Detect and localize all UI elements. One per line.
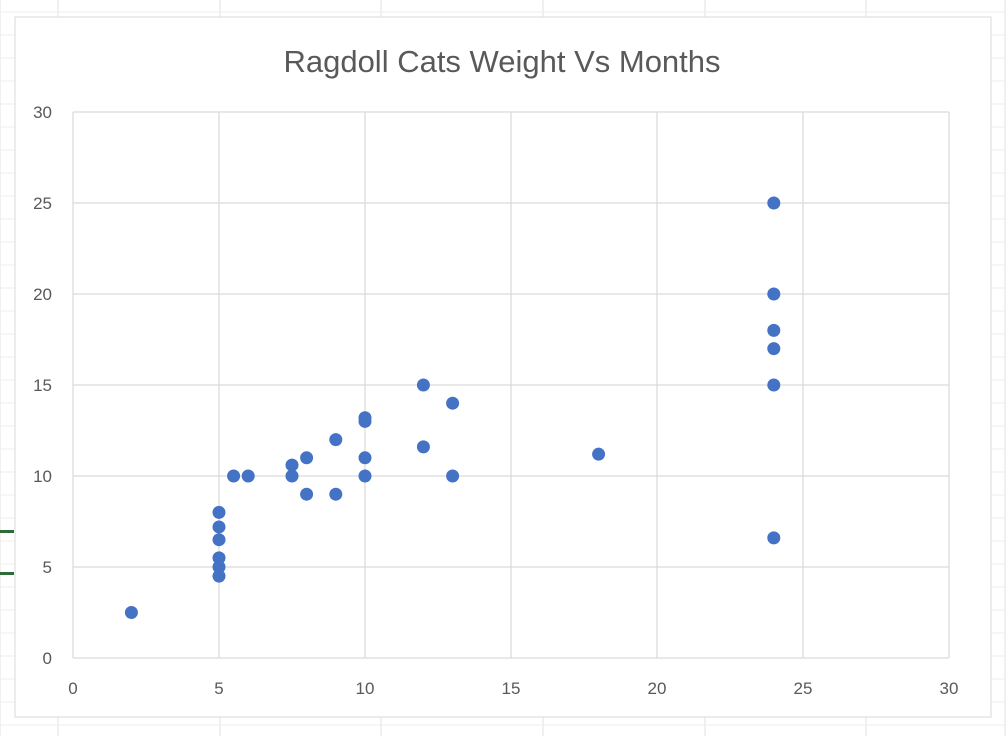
data-point[interactable] bbox=[358, 411, 372, 425]
x-tick-label: 5 bbox=[214, 679, 223, 698]
data-point[interactable] bbox=[285, 458, 299, 472]
y-tick-label: 20 bbox=[33, 285, 52, 304]
x-tick-label: 0 bbox=[68, 679, 77, 698]
data-point[interactable] bbox=[358, 469, 372, 483]
data-point[interactable] bbox=[212, 533, 226, 547]
data-point[interactable] bbox=[446, 469, 460, 483]
data-point[interactable] bbox=[329, 487, 343, 501]
data-point[interactable] bbox=[300, 487, 314, 501]
y-tick-label: 10 bbox=[33, 467, 52, 486]
y-tick-label: 25 bbox=[33, 194, 52, 213]
data-point[interactable] bbox=[767, 196, 781, 210]
data-point[interactable] bbox=[416, 440, 430, 454]
row-marker-bottom bbox=[0, 572, 14, 575]
row-marker-top bbox=[0, 530, 14, 533]
data-point[interactable] bbox=[592, 447, 606, 461]
data-point[interactable] bbox=[212, 569, 226, 583]
chart-title[interactable]: Ragdoll Cats Weight Vs Months bbox=[283, 44, 720, 79]
data-point[interactable] bbox=[300, 451, 314, 465]
data-point[interactable] bbox=[767, 531, 781, 545]
data-point[interactable] bbox=[285, 469, 299, 483]
data-point[interactable] bbox=[767, 342, 781, 356]
data-point[interactable] bbox=[358, 451, 372, 465]
data-point[interactable] bbox=[227, 469, 241, 483]
y-tick-label: 30 bbox=[33, 103, 52, 122]
data-point[interactable] bbox=[212, 505, 226, 519]
x-tick-label: 25 bbox=[794, 679, 813, 698]
data-series[interactable] bbox=[124, 196, 781, 620]
x-axis-tick-labels: 0 5 10 15 20 25 30 bbox=[68, 679, 958, 698]
y-tick-label: 0 bbox=[43, 649, 52, 668]
data-point[interactable] bbox=[416, 378, 430, 392]
data-point[interactable] bbox=[767, 378, 781, 392]
y-axis-tick-labels: 0 5 10 15 20 25 30 bbox=[33, 103, 52, 668]
x-tick-label: 20 bbox=[648, 679, 667, 698]
data-point[interactable] bbox=[767, 287, 781, 301]
y-tick-label: 15 bbox=[33, 376, 52, 395]
data-point[interactable] bbox=[329, 433, 343, 447]
data-point[interactable] bbox=[212, 551, 226, 565]
data-point[interactable] bbox=[446, 396, 460, 410]
data-point[interactable] bbox=[212, 560, 226, 574]
data-point[interactable] bbox=[241, 469, 255, 483]
x-tick-label: 30 bbox=[940, 679, 959, 698]
x-tick-label: 15 bbox=[502, 679, 521, 698]
data-point[interactable] bbox=[212, 520, 226, 534]
data-point[interactable] bbox=[124, 606, 138, 619]
chart-frame[interactable] bbox=[14, 16, 992, 718]
x-tick-label: 10 bbox=[356, 679, 375, 698]
y-tick-label: 5 bbox=[43, 558, 52, 577]
data-point[interactable] bbox=[767, 323, 781, 337]
